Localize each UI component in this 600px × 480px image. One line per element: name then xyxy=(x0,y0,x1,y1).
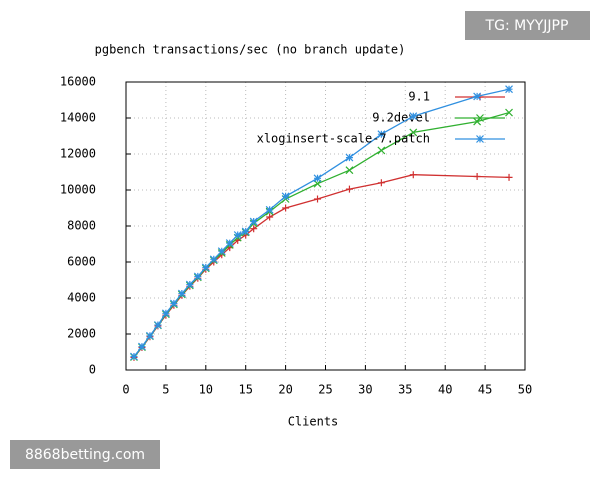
data-point xyxy=(313,174,322,183)
data-point xyxy=(505,173,513,181)
data-point xyxy=(345,185,353,193)
data-point xyxy=(314,195,322,203)
data-point xyxy=(209,255,218,264)
x-tick-label: 5 xyxy=(162,383,169,397)
watermark-box xyxy=(465,11,590,40)
data-point xyxy=(345,153,354,162)
data-point xyxy=(377,130,386,139)
data-point xyxy=(153,321,162,329)
series-line xyxy=(133,111,510,358)
data-point xyxy=(177,289,186,298)
data-point xyxy=(217,247,226,256)
data-point xyxy=(241,227,250,236)
y-tick-label: 2000 xyxy=(67,327,96,341)
data-point xyxy=(266,213,274,221)
data-point xyxy=(409,128,418,137)
legend-marker xyxy=(476,114,484,122)
plot-border xyxy=(125,81,526,371)
data-point xyxy=(281,192,290,201)
data-point xyxy=(138,342,146,351)
watermark: TG: MYYJJPP xyxy=(485,18,569,34)
x-tick-label: 20 xyxy=(278,383,292,397)
watermark-box xyxy=(10,440,160,469)
data-point xyxy=(473,173,481,180)
data-point xyxy=(409,171,417,179)
series-line xyxy=(133,174,510,358)
data-point xyxy=(265,205,274,214)
data-point xyxy=(233,231,242,239)
data-point xyxy=(250,225,258,233)
x-tick-label: 40 xyxy=(438,383,452,397)
y-tick-label: 14000 xyxy=(60,111,96,125)
data-point xyxy=(473,92,482,101)
data-point xyxy=(201,263,210,272)
legend-label: xloginsert-scale-7.patch xyxy=(257,132,430,146)
y-tick-label: 6000 xyxy=(67,255,96,269)
data-point xyxy=(185,280,194,289)
legend-label: 9.1 xyxy=(408,90,430,104)
watermark: 8868betting.com xyxy=(25,447,145,463)
data-point xyxy=(146,331,154,340)
y-tick-label: 4000 xyxy=(67,291,96,305)
chart-title: pgbench transactions/sec (no branch upda… xyxy=(95,43,406,57)
legend-marker xyxy=(476,135,484,143)
data-point xyxy=(169,299,178,308)
data-point xyxy=(249,217,258,226)
data-point xyxy=(377,146,386,155)
data-point xyxy=(345,166,354,175)
series-line xyxy=(133,88,510,357)
x-tick-label: 10 xyxy=(199,383,213,397)
x-tick-label: 0 xyxy=(122,383,129,397)
x-tick-label: 35 xyxy=(398,383,412,397)
data-point xyxy=(225,239,234,248)
data-point xyxy=(282,204,290,212)
y-tick-label: 0 xyxy=(89,363,96,377)
y-tick-label: 16000 xyxy=(60,75,96,89)
data-point xyxy=(193,272,202,281)
data-point xyxy=(377,179,385,187)
y-tick-label: 10000 xyxy=(60,183,96,197)
y-tick-label: 12000 xyxy=(60,147,96,161)
x-tick-label: 15 xyxy=(238,383,252,397)
data-point xyxy=(409,112,418,121)
x-tick-label: 50 xyxy=(518,383,532,397)
x-tick-label: 25 xyxy=(318,383,332,397)
data-point xyxy=(130,352,138,361)
data-point xyxy=(161,309,170,318)
x-tick-label: 30 xyxy=(358,383,372,397)
data-point xyxy=(505,108,513,117)
x-tick-label: 45 xyxy=(478,383,492,397)
y-tick-label: 8000 xyxy=(67,219,96,233)
x-axis-label: Clients xyxy=(288,415,339,429)
data-point xyxy=(505,85,513,94)
